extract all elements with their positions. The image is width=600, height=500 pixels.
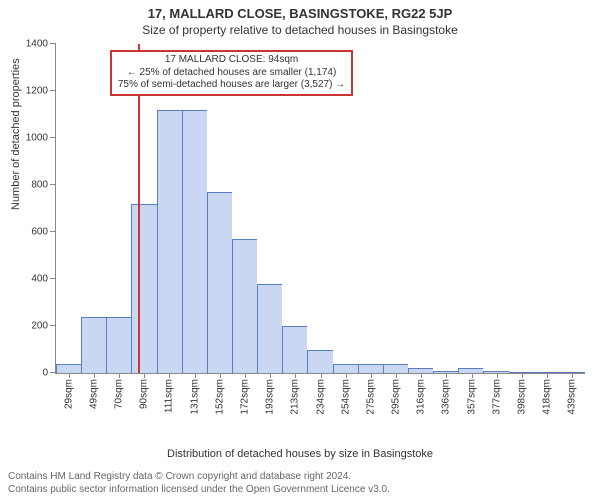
x-tick-label: 357sqm <box>466 379 477 415</box>
x-tick-label: 275sqm <box>365 379 376 415</box>
page-title: 17, MALLARD CLOSE, BASINGSTOKE, RG22 5JP <box>0 0 600 21</box>
footer: Contains HM Land Registry data © Crown c… <box>8 470 390 496</box>
histogram-bar <box>257 284 282 373</box>
x-axis-label: Distribution of detached houses by size … <box>0 448 600 460</box>
histogram-bar <box>333 364 358 373</box>
x-tick-mark <box>144 373 145 378</box>
x-tick-label: 439sqm <box>567 379 578 415</box>
histogram-bar <box>307 350 332 374</box>
y-tick-mark <box>50 278 56 279</box>
y-tick-label: 1200 <box>26 86 48 97</box>
x-tick-label: 152sqm <box>214 379 225 415</box>
x-tick-mark <box>220 373 221 378</box>
x-tick-mark <box>547 373 548 378</box>
x-tick-label: 90sqm <box>139 379 150 409</box>
x-tick-label: 111sqm <box>164 379 175 413</box>
x-tick-mark <box>119 373 120 378</box>
x-tick-mark <box>195 373 196 378</box>
y-tick-label: 1000 <box>26 133 48 144</box>
footer-line-2: Contains public sector information licen… <box>8 483 390 496</box>
y-tick-mark <box>50 231 56 232</box>
x-tick-label: 254sqm <box>340 379 351 415</box>
x-tick-mark <box>169 373 170 378</box>
histogram-bar <box>106 317 131 373</box>
x-tick-mark <box>371 373 372 378</box>
histogram-bar <box>358 364 383 373</box>
histogram-bar <box>232 239 257 373</box>
x-tick-mark <box>421 373 422 378</box>
chart-page: 17, MALLARD CLOSE, BASINGSTOKE, RG22 5JP… <box>0 0 600 500</box>
page-subtitle: Size of property relative to detached ho… <box>0 21 600 37</box>
histogram-bar <box>157 110 182 373</box>
x-tick-mark <box>572 373 573 378</box>
x-tick-label: 29sqm <box>63 379 74 409</box>
histogram-bar <box>182 110 207 373</box>
y-tick-mark <box>50 90 56 91</box>
info-line-2: ← 25% of detached houses are smaller (1,… <box>118 67 345 80</box>
x-tick-label: 70sqm <box>113 379 124 409</box>
y-tick-mark <box>50 43 56 44</box>
x-tick-label: 336sqm <box>441 379 452 415</box>
footer-line-1: Contains HM Land Registry data © Crown c… <box>8 470 390 483</box>
x-tick-mark <box>69 373 70 378</box>
x-tick-label: 398sqm <box>517 379 528 415</box>
info-line-3: 75% of semi-detached houses are larger (… <box>118 79 345 92</box>
chart-area: 17 MALLARD CLOSE: 94sqm ← 25% of detache… <box>55 44 585 374</box>
histogram-bar <box>131 204 156 373</box>
y-tick-mark <box>50 184 56 185</box>
histogram-bar <box>383 364 408 373</box>
info-box: 17 MALLARD CLOSE: 94sqm ← 25% of detache… <box>110 50 353 96</box>
x-tick-mark <box>245 373 246 378</box>
x-tick-mark <box>472 373 473 378</box>
histogram-bar <box>282 326 307 373</box>
x-tick-label: 234sqm <box>315 379 326 415</box>
plot-area: 17 MALLARD CLOSE: 94sqm ← 25% of detache… <box>55 44 585 374</box>
x-tick-mark <box>522 373 523 378</box>
y-tick-label: 400 <box>31 274 48 285</box>
x-tick-mark <box>270 373 271 378</box>
y-tick-label: 1400 <box>26 39 48 50</box>
x-tick-label: 131sqm <box>189 379 200 415</box>
x-tick-mark <box>446 373 447 378</box>
x-tick-mark <box>396 373 397 378</box>
y-tick-label: 0 <box>42 368 48 379</box>
x-tick-mark <box>321 373 322 378</box>
histogram-bar <box>56 364 81 373</box>
x-tick-label: 295sqm <box>391 379 402 415</box>
x-tick-label: 213sqm <box>290 379 301 415</box>
x-tick-label: 316sqm <box>416 379 427 415</box>
x-tick-label: 49sqm <box>88 379 99 409</box>
y-tick-label: 800 <box>31 180 48 191</box>
histogram-bar <box>81 317 106 373</box>
y-tick-label: 600 <box>31 227 48 238</box>
x-tick-label: 418sqm <box>542 379 553 415</box>
info-line-1: 17 MALLARD CLOSE: 94sqm <box>118 54 345 67</box>
y-tick-mark <box>50 137 56 138</box>
x-tick-mark <box>346 373 347 378</box>
x-tick-label: 193sqm <box>265 379 276 415</box>
x-tick-label: 172sqm <box>239 379 250 415</box>
histogram-bar <box>207 192 232 373</box>
x-tick-mark <box>295 373 296 378</box>
y-tick-mark <box>50 372 56 373</box>
x-tick-label: 377sqm <box>491 379 502 415</box>
x-tick-mark <box>94 373 95 378</box>
y-tick-mark <box>50 325 56 326</box>
y-axis-label: Number of detached properties <box>10 58 22 210</box>
x-tick-mark <box>497 373 498 378</box>
y-tick-label: 200 <box>31 321 48 332</box>
